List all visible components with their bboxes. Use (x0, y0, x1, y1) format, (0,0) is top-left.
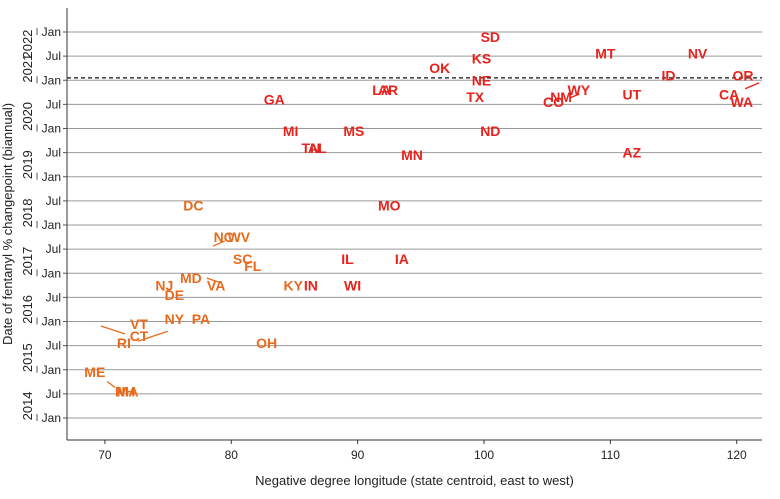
y-tick-label: Jan (42, 25, 61, 39)
y-tick-label: Jan (42, 170, 61, 184)
x-axis-title: Negative degree longitude (state centroi… (255, 473, 574, 488)
leader-line (569, 93, 580, 99)
leader-line (206, 277, 220, 283)
state-point-mt: MT (595, 46, 616, 62)
state-point-or: OR (733, 67, 754, 83)
x-tick-label: 70 (98, 448, 112, 462)
state-point-al: AL (308, 140, 327, 156)
year-label: 2020 (20, 102, 35, 131)
year-label: 2015 (20, 343, 35, 372)
y-tick-labels: Jan Jul Jan Jul Jan Jul Jan Jul Jan Jul Jan Jul Jan J… (42, 25, 67, 425)
state-point-de: DE (165, 287, 184, 303)
state-point-pa: PA (192, 311, 210, 327)
y-tick-label: Jan (42, 73, 61, 87)
state-point-dc: DC (183, 198, 203, 214)
state-point-ga: GA (264, 92, 285, 108)
state-point-nd: ND (480, 123, 500, 139)
state-point-nc: NC (214, 229, 234, 245)
x-tick-label: 110 (601, 448, 620, 462)
state-point-ok: OK (429, 60, 450, 76)
state-point-mi: MI (283, 123, 299, 139)
year-label: 2014 (20, 391, 35, 420)
y-tick-label: Jul (46, 339, 61, 353)
state-point-mn: MN (401, 147, 423, 163)
leader-line (100, 325, 126, 335)
y-tick-label: Jan (42, 266, 61, 280)
state-point-fl: FL (244, 258, 262, 274)
state-point-ne: NE (472, 72, 491, 88)
state-point-wv: WV (228, 229, 251, 245)
year-label: 2021 (20, 54, 35, 83)
state-point-az: AZ (623, 145, 642, 161)
y-tick-label: Jul (46, 194, 61, 208)
leader-line (212, 240, 226, 247)
y-tick-label: Jan (42, 218, 61, 232)
state-point-va: VA (207, 277, 225, 293)
state-point-mo: MO (378, 198, 401, 214)
state-point-ct: CT (130, 328, 149, 344)
state-point-ks: KS (472, 51, 491, 67)
state-point-tn: TN (302, 140, 321, 156)
year-label: 2019 (20, 150, 35, 179)
state-point-ma: MA (117, 383, 139, 399)
state-point-tx: TX (466, 89, 485, 105)
y-tick-label: Jul (46, 290, 61, 304)
year-label: 2017 (20, 247, 35, 276)
state-point-la: LA (372, 82, 391, 98)
state-point-co: CO (543, 94, 564, 110)
state-point-ar: AR (378, 82, 398, 98)
year-label: 2022 (20, 30, 35, 59)
state-point-ri: RI (117, 335, 131, 351)
state-point-ia: IA (395, 251, 409, 267)
state-point-sc: SC (233, 251, 252, 267)
state-point-wy: WY (567, 82, 590, 98)
axes (66, 8, 762, 441)
y-tick-label: Jul (46, 387, 61, 401)
state-point-nh: NH (115, 383, 135, 399)
state-point-sd: SD (481, 29, 500, 45)
y-tick-label: Jul (46, 97, 61, 111)
state-point-nm: NM (550, 89, 572, 105)
x-tick-label: 100 (474, 448, 494, 462)
state-point-md: MD (180, 270, 202, 286)
x-tick-label: 90 (351, 448, 365, 462)
year-label: 2016 (20, 295, 35, 324)
state-point-nj: NJ (155, 277, 173, 293)
state-point-ms: MS (343, 123, 364, 139)
state-point-wa: WA (731, 94, 754, 110)
y-tick-label: Jan (42, 363, 61, 377)
leader-lines (100, 82, 760, 388)
state-point-id: ID (661, 67, 675, 83)
leader-line (106, 380, 116, 388)
y-tick-label: Jan (42, 315, 61, 329)
y-tick-label: Jan (42, 411, 61, 425)
y-tick-label: Jan (42, 122, 61, 136)
state-point-nv: NV (688, 46, 708, 62)
state-point-wi: WI (344, 277, 361, 293)
leader-line (137, 330, 169, 342)
x-tick-labels: 70 80 90 100 110 120 (98, 440, 747, 462)
state-point-ut: UT (623, 87, 642, 103)
state-point-ky: KY (283, 277, 303, 293)
y-axis-title: Date of fentanyl % changepoint (biannual… (0, 103, 15, 345)
state-point-ny: NY (165, 311, 185, 327)
leader-line (744, 82, 760, 90)
state-point-in: IN (304, 277, 318, 293)
y-tick-label: Jul (46, 49, 61, 63)
y-tick-label: Jul (46, 146, 61, 160)
state-point-ca: CA (719, 87, 739, 103)
grid-lines (67, 31, 762, 419)
x-tick-label: 120 (727, 448, 747, 462)
state-point-vt: VT (130, 316, 148, 332)
state-point-il: IL (341, 251, 354, 267)
x-tick-label: 80 (225, 448, 239, 462)
year-label: 2018 (20, 198, 35, 227)
y-tick-label: Jul (46, 242, 61, 256)
state-point-oh: OH (256, 335, 277, 351)
state-point-me: ME (84, 364, 105, 380)
